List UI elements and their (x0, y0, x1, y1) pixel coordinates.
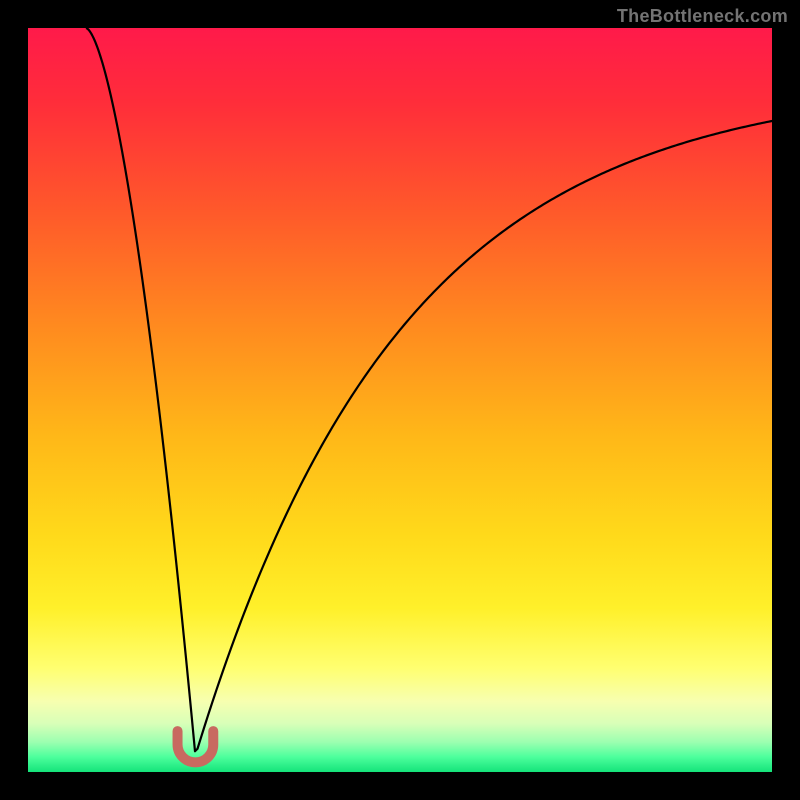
chart-stage: TheBottleneck.com (0, 0, 800, 800)
bottleneck-chart (0, 0, 800, 800)
gradient-panel (28, 28, 772, 772)
